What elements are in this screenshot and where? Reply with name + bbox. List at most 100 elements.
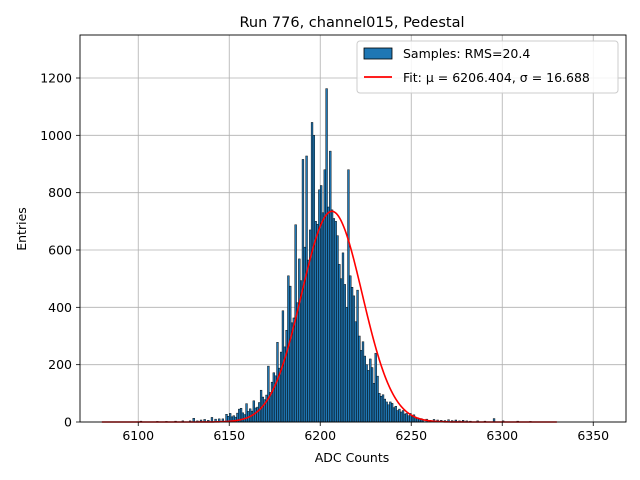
histogram-bar [361,341,365,423]
histogram-bar [258,402,261,423]
y-tick-label: 0 [64,415,72,430]
histogram-bar [316,223,319,423]
histogram-bar [383,398,386,423]
y-tick-label: 200 [48,357,72,372]
y-axis-label: Entries [14,207,29,251]
plot-frame [79,34,627,423]
histogram-bar [343,284,346,423]
histogram-bar [321,212,325,423]
histogram-bar [392,407,396,423]
histogram-bar [401,410,405,423]
y-tick-label: 600 [48,243,72,258]
histogram-bar [414,418,417,423]
histogram-bar [256,406,259,423]
histogram-bar [394,406,397,423]
histogram-bar [272,372,275,423]
histogram-bar [400,411,403,423]
histogram-bar [387,404,390,423]
histogram-bar [245,403,248,423]
y-tick-label: 1000 [40,128,72,143]
histogram-bar [338,264,341,423]
histogram-bar [360,350,363,423]
histogram-bar [369,358,372,423]
x-tick-label: 6200 [304,428,336,443]
histogram-bar [407,415,410,423]
histogram-bar [314,221,317,423]
chart-title: Run 776, channel015, Pedestal [239,15,464,31]
x-tick-label: 6100 [122,428,154,443]
legend: Samples: RMS=20.4 Fit: μ = 6206.404, σ =… [356,40,619,94]
histogram-bar [378,393,381,423]
histogram-bar [341,252,345,423]
legend-box [356,40,619,94]
x-tick-label: 6300 [486,428,518,443]
histogram-bar [303,246,306,423]
histogram-bar [380,395,383,423]
x-axis-ticks: 6100 6150 6200 6250 6300 6350 [122,422,609,443]
histogram-bar [298,258,301,423]
histogram-bar [347,169,350,423]
histogram-bar [363,355,366,423]
histogram-bar [305,155,308,423]
histogram-bar [323,169,326,423]
x-tick-label: 6250 [395,428,427,443]
histogram-bar [327,206,330,423]
histogram-bar [356,289,359,423]
y-tick-label: 400 [48,300,72,315]
histogram-bar [381,394,385,423]
legend-samples-swatch [363,47,393,60]
x-tick-label: 6150 [213,428,245,443]
histogram-bar [292,317,295,423]
histogram-bar [270,381,274,423]
histogram-bar [389,401,392,423]
histogram-bar [411,416,414,423]
legend-samples-label: Samples: RMS=20.4 [403,46,530,61]
histogram-bar [310,122,314,423]
histogram-bar [376,375,379,423]
x-axis-label: ADC Counts [315,450,390,465]
histogram-bar [372,383,376,423]
histogram-bar [252,400,255,423]
histogram-bar [261,396,265,423]
histogram-bar [350,287,354,423]
histogram-bar [403,413,407,423]
histogram-bar [332,218,336,423]
histogram-bar [254,407,257,423]
histogram-bar [365,364,368,423]
y-tick-label: 1200 [40,71,72,86]
histogram-bar [296,302,299,423]
histogram-bar [318,189,321,423]
y-tick-label: 800 [48,185,72,200]
histogram-bar [329,150,332,423]
histogram-bar [334,221,337,423]
histogram-bar [289,285,292,423]
histogram-bar [241,412,245,423]
histogram-bar [259,389,263,423]
histogram-bar [349,275,352,423]
histogram-bar [325,88,328,423]
y-axis-ticks: 0 200 400 600 800 1000 1200 [40,71,80,430]
histogram-bar [358,335,361,423]
histogram-bar [345,307,348,423]
histogram-bar [370,367,374,423]
histogram-bar [396,410,399,423]
histogram-bar [267,365,270,423]
histogram-bar [354,321,357,423]
histogram-bar [405,413,408,423]
histogram-bar [312,135,316,423]
histogram-bar [340,278,343,423]
legend-fit-label: Fit: μ = 6206.404, σ = 16.688 [403,70,590,85]
histogram-bar [367,370,370,423]
histogram-bar [279,351,283,423]
x-tick-label: 6350 [577,428,609,443]
histogram-bar [385,401,388,423]
histogram-bar [398,408,401,423]
histogram-bar [285,330,288,423]
histogram-bar [336,235,339,423]
histogram-bars [139,88,532,423]
histogram-bar [390,403,394,423]
histogram-bar [307,259,310,423]
histogram-bar [352,295,356,423]
histogram-bar [374,352,377,423]
